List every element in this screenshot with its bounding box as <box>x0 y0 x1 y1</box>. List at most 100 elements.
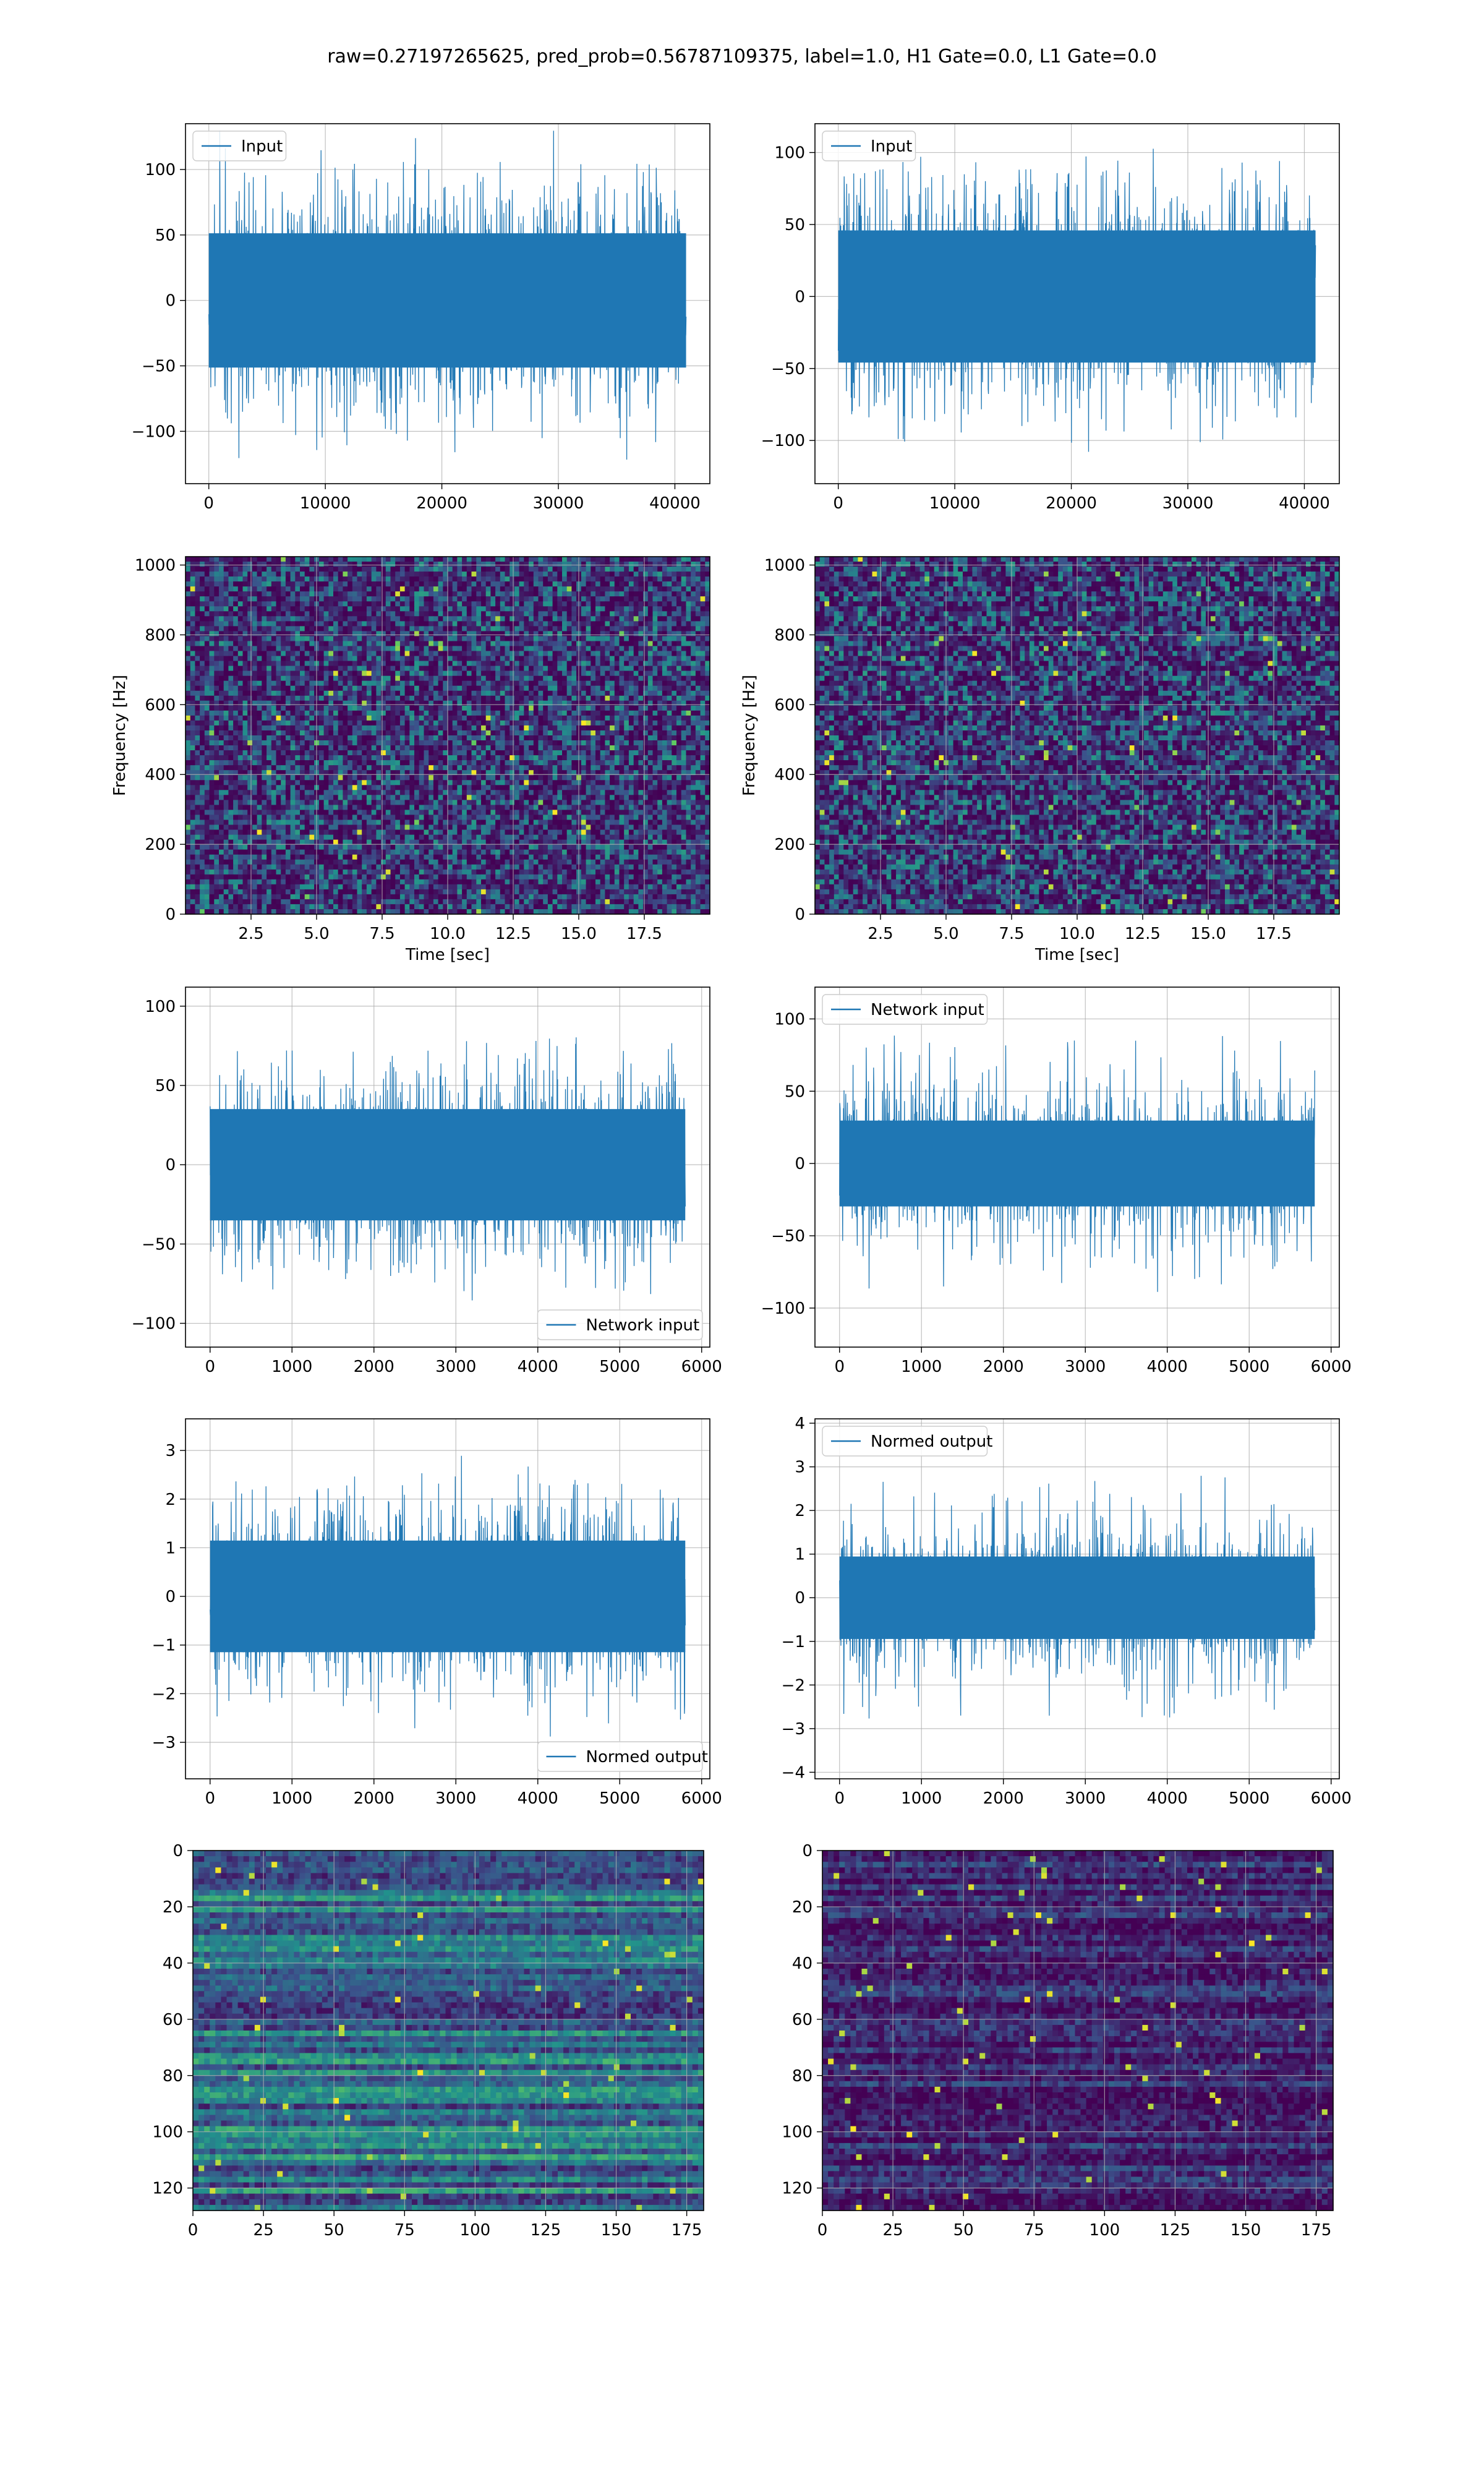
y-tick-label: 600 <box>774 696 805 714</box>
y-tick-label: 60 <box>792 2011 812 2029</box>
heatmap-cells <box>193 1851 704 2211</box>
y-tick-label: 120 <box>152 2180 183 2198</box>
x-tick-label: 1000 <box>271 1358 312 1376</box>
y-tick-label: 100 <box>152 2123 183 2142</box>
y-tick-label: 0 <box>165 1156 176 1175</box>
x-tick-label: 20000 <box>1046 494 1097 513</box>
y-tick-label: 120 <box>782 2180 812 2198</box>
y-axis-label: Frequency [Hz] <box>740 675 759 796</box>
x-tick-label: 0 <box>203 494 214 513</box>
x-tick-label: 5.0 <box>933 925 958 943</box>
y-tick-label: 1000 <box>764 557 805 575</box>
x-tick-label: 3000 <box>1065 1789 1106 1808</box>
y-tick-label: −100 <box>132 1315 176 1333</box>
h1-network-input-axes: 0 1000 2000 3000 4000 5000 6000−100−50050100Ne… <box>132 987 722 1376</box>
legend: Input <box>193 131 286 161</box>
y-tick-label: −2 <box>782 1676 805 1695</box>
x-tick-label: 1000 <box>271 1789 312 1808</box>
y-tick-label: 100 <box>774 1010 805 1029</box>
y-tick-label: −50 <box>142 357 176 376</box>
x-tick-label: 0 <box>834 1789 845 1808</box>
x-tick-label: 5000 <box>1229 1789 1269 1808</box>
x-tick-label: 6000 <box>1311 1358 1352 1376</box>
y-tick-label: 200 <box>145 836 176 854</box>
h1-spectrogram-axes: 2.5 5.0 7.5 10.0 12.5 15.0 17.5020040060080010… <box>111 557 710 964</box>
x-axis-label: Time [sec] <box>405 946 490 964</box>
y-tick-label: 600 <box>145 696 176 714</box>
y-tick-label: 80 <box>163 2067 183 2086</box>
x-tick-label: 30000 <box>1162 494 1214 513</box>
x-tick-label: 40000 <box>649 494 701 513</box>
y-tick-label: −50 <box>771 1227 805 1246</box>
x-tick-label: 0 <box>188 2221 198 2240</box>
x-tick-label: 3000 <box>435 1789 476 1808</box>
legend-label: Normed output <box>871 1432 992 1451</box>
legend: Normed output <box>822 1426 992 1456</box>
x-tick-label: 15.0 <box>1190 925 1226 943</box>
y-tick-label: 3 <box>795 1458 805 1477</box>
series-dense-band <box>840 1121 1315 1207</box>
y-tick-label: 4 <box>795 1415 805 1433</box>
y-tick-label: −3 <box>152 1734 176 1752</box>
y-tick-label: 200 <box>774 836 805 854</box>
legend-label: Network input <box>586 1316 700 1335</box>
x-tick-label: 30000 <box>533 494 584 513</box>
legend: Input <box>822 131 916 161</box>
y-tick-label: 0 <box>802 1842 812 1860</box>
x-tick-label: 2000 <box>983 1358 1024 1376</box>
x-tick-label: 1000 <box>901 1789 942 1808</box>
l1-normed-output-axes: 0 1000 2000 3000 4000 5000 6000−4−3−2−101234No… <box>782 1415 1352 1808</box>
x-tick-label: 25 <box>883 2221 903 2240</box>
x-tick-label: 175 <box>1301 2221 1332 2240</box>
y-tick-label: −100 <box>132 422 176 441</box>
x-tick-label: 100 <box>1090 2221 1120 2240</box>
x-tick-label: 2000 <box>983 1789 1024 1808</box>
x-tick-label: 3000 <box>435 1358 476 1376</box>
y-tick-label: 1 <box>165 1539 176 1557</box>
x-tick-label: 17.5 <box>626 925 662 943</box>
y-tick-label: 60 <box>163 2011 183 2029</box>
x-tick-label: 12.5 <box>495 925 531 943</box>
y-tick-label: 50 <box>155 1077 176 1095</box>
y-tick-label: −4 <box>782 1763 805 1782</box>
y-tick-label: 50 <box>155 226 176 245</box>
y-tick-label: 20 <box>792 1898 812 1917</box>
y-tick-label: −50 <box>771 360 805 379</box>
legend-label: Input <box>241 137 283 156</box>
x-tick-label: 2.5 <box>238 925 263 943</box>
y-tick-label: 2 <box>165 1491 176 1509</box>
x-tick-label: 17.5 <box>1256 925 1292 943</box>
x-tick-label: 10000 <box>929 494 981 513</box>
x-tick-label: 125 <box>531 2221 561 2240</box>
x-tick-label: 6000 <box>681 1358 722 1376</box>
y-tick-label: 50 <box>785 1082 805 1101</box>
x-tick-label: 5000 <box>1229 1358 1269 1376</box>
legend: Normed output <box>538 1742 708 1771</box>
series-dense-band <box>840 1557 1315 1639</box>
y-tick-label: −50 <box>142 1235 176 1254</box>
y-tick-label: 20 <box>163 1898 183 1917</box>
y-axis-label: Frequency [Hz] <box>111 675 129 796</box>
x-tick-label: 3000 <box>1065 1358 1106 1376</box>
y-tick-label: −1 <box>152 1637 176 1655</box>
y-tick-label: 100 <box>782 2123 812 2142</box>
y-tick-label: 0 <box>795 1155 805 1173</box>
y-tick-label: 50 <box>785 216 805 234</box>
x-tick-label: 50 <box>953 2221 974 2240</box>
y-tick-label: 100 <box>145 998 176 1016</box>
legend-label: Normed output <box>586 1748 708 1766</box>
figure-title: raw=0.27197265625, pred_prob=0.567871093… <box>327 46 1157 67</box>
x-tick-label: 2.5 <box>868 925 893 943</box>
y-tick-label: 80 <box>792 2067 812 2086</box>
legend-label: Input <box>871 137 912 156</box>
y-tick-label: 0 <box>795 905 805 924</box>
x-tick-label: 150 <box>601 2221 632 2240</box>
y-tick-label: 3 <box>165 1442 176 1460</box>
series-dense-band <box>210 1541 686 1652</box>
y-tick-label: 0 <box>173 1842 183 1860</box>
y-tick-label: 100 <box>774 144 805 163</box>
y-tick-label: 400 <box>774 766 805 784</box>
y-tick-label: 0 <box>795 1589 805 1607</box>
